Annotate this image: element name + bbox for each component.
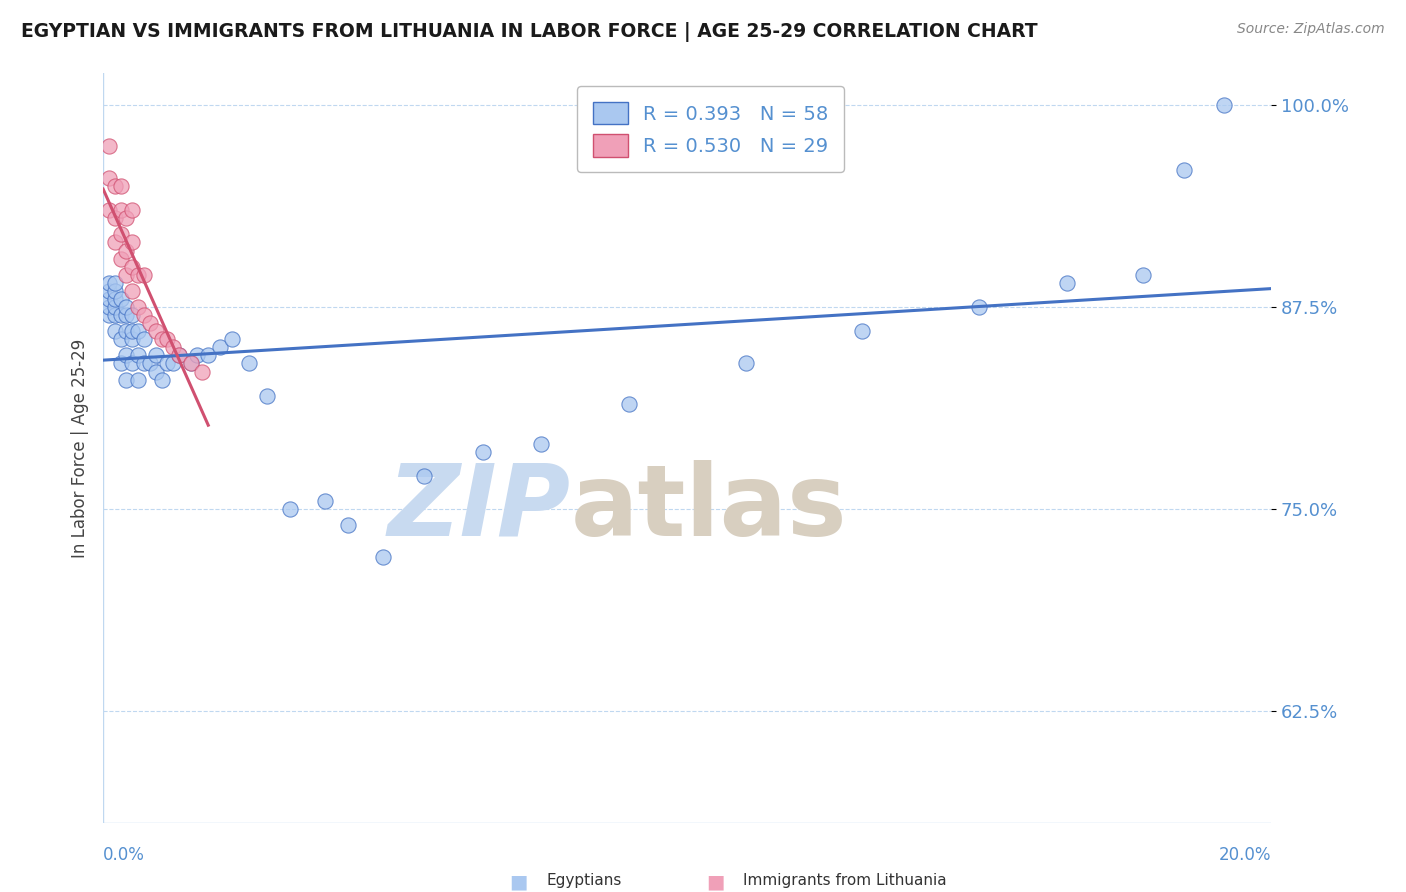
Point bbox=[337, 517, 360, 532]
Point bbox=[98, 308, 121, 322]
Point bbox=[104, 300, 127, 314]
Point bbox=[238, 357, 260, 371]
Point bbox=[256, 389, 278, 403]
Point bbox=[121, 357, 143, 371]
Text: Immigrants from Lithuania: Immigrants from Lithuania bbox=[744, 872, 948, 888]
Point bbox=[221, 332, 243, 346]
Point bbox=[121, 332, 143, 346]
Point bbox=[139, 357, 162, 371]
Point bbox=[110, 227, 132, 242]
Point bbox=[121, 284, 143, 298]
Point bbox=[110, 252, 132, 266]
Point bbox=[180, 357, 202, 371]
Point bbox=[98, 284, 121, 298]
Point bbox=[471, 445, 494, 459]
Point bbox=[191, 365, 214, 379]
Point bbox=[132, 357, 155, 371]
Point bbox=[104, 178, 127, 193]
Point bbox=[132, 332, 155, 346]
Point bbox=[127, 268, 149, 282]
Point bbox=[104, 284, 127, 298]
Point bbox=[98, 203, 121, 218]
Point bbox=[1132, 268, 1154, 282]
Point bbox=[413, 469, 436, 483]
Point bbox=[530, 437, 553, 451]
Text: ZIP: ZIP bbox=[387, 459, 571, 557]
Point bbox=[110, 203, 132, 218]
Point bbox=[208, 340, 231, 354]
Y-axis label: In Labor Force | Age 25-29: In Labor Force | Age 25-29 bbox=[72, 339, 89, 558]
Point bbox=[127, 348, 149, 362]
Point bbox=[115, 300, 138, 314]
Text: EGYPTIAN VS IMMIGRANTS FROM LITHUANIA IN LABOR FORCE | AGE 25-29 CORRELATION CHA: EGYPTIAN VS IMMIGRANTS FROM LITHUANIA IN… bbox=[21, 22, 1038, 42]
Point bbox=[145, 348, 167, 362]
Point bbox=[851, 324, 873, 338]
Point bbox=[104, 308, 127, 322]
Point bbox=[115, 308, 138, 322]
Point bbox=[967, 300, 990, 314]
Point bbox=[162, 357, 184, 371]
Point bbox=[98, 170, 121, 185]
Point bbox=[150, 373, 173, 387]
Point bbox=[167, 348, 190, 362]
Point bbox=[98, 138, 121, 153]
Point bbox=[186, 348, 208, 362]
Point bbox=[110, 292, 132, 306]
Point bbox=[162, 340, 184, 354]
Point bbox=[1056, 276, 1078, 290]
Text: ■: ■ bbox=[509, 872, 527, 891]
Point bbox=[98, 276, 121, 290]
Point bbox=[104, 324, 127, 338]
Point bbox=[104, 292, 127, 306]
Point bbox=[98, 300, 121, 314]
Point bbox=[121, 308, 143, 322]
Point bbox=[150, 332, 173, 346]
Point bbox=[132, 308, 155, 322]
Point bbox=[98, 292, 121, 306]
Point bbox=[115, 373, 138, 387]
Point bbox=[127, 300, 149, 314]
Point bbox=[127, 324, 149, 338]
Point bbox=[145, 365, 167, 379]
Point bbox=[115, 324, 138, 338]
Point bbox=[1173, 162, 1195, 177]
Point bbox=[617, 397, 640, 411]
Point bbox=[115, 268, 138, 282]
Point bbox=[115, 348, 138, 362]
Point bbox=[132, 268, 155, 282]
Text: atlas: atlas bbox=[571, 459, 846, 557]
Point bbox=[197, 348, 219, 362]
Point bbox=[180, 357, 202, 371]
Point bbox=[104, 235, 127, 250]
Point bbox=[373, 550, 395, 565]
Point bbox=[121, 203, 143, 218]
Point bbox=[110, 308, 132, 322]
Point bbox=[121, 235, 143, 250]
Point bbox=[314, 493, 336, 508]
Point bbox=[115, 244, 138, 258]
Legend: R = 0.393   N = 58, R = 0.530   N = 29: R = 0.393 N = 58, R = 0.530 N = 29 bbox=[576, 87, 844, 172]
Point bbox=[156, 357, 179, 371]
Point bbox=[127, 373, 149, 387]
Point bbox=[121, 324, 143, 338]
Point bbox=[121, 260, 143, 274]
Point bbox=[110, 332, 132, 346]
Point bbox=[110, 178, 132, 193]
Text: 0.0%: 0.0% bbox=[103, 846, 145, 863]
Text: 20.0%: 20.0% bbox=[1219, 846, 1271, 863]
Point bbox=[734, 357, 756, 371]
Text: Egyptians: Egyptians bbox=[547, 872, 621, 888]
Point bbox=[278, 501, 301, 516]
Point bbox=[139, 316, 162, 330]
Point bbox=[104, 276, 127, 290]
Point bbox=[156, 332, 179, 346]
Text: ■: ■ bbox=[706, 872, 724, 891]
Point bbox=[167, 348, 190, 362]
Text: Source: ZipAtlas.com: Source: ZipAtlas.com bbox=[1237, 22, 1385, 37]
Point bbox=[115, 211, 138, 226]
Point bbox=[1213, 98, 1236, 112]
Point bbox=[110, 357, 132, 371]
Point bbox=[145, 324, 167, 338]
Point bbox=[104, 211, 127, 226]
